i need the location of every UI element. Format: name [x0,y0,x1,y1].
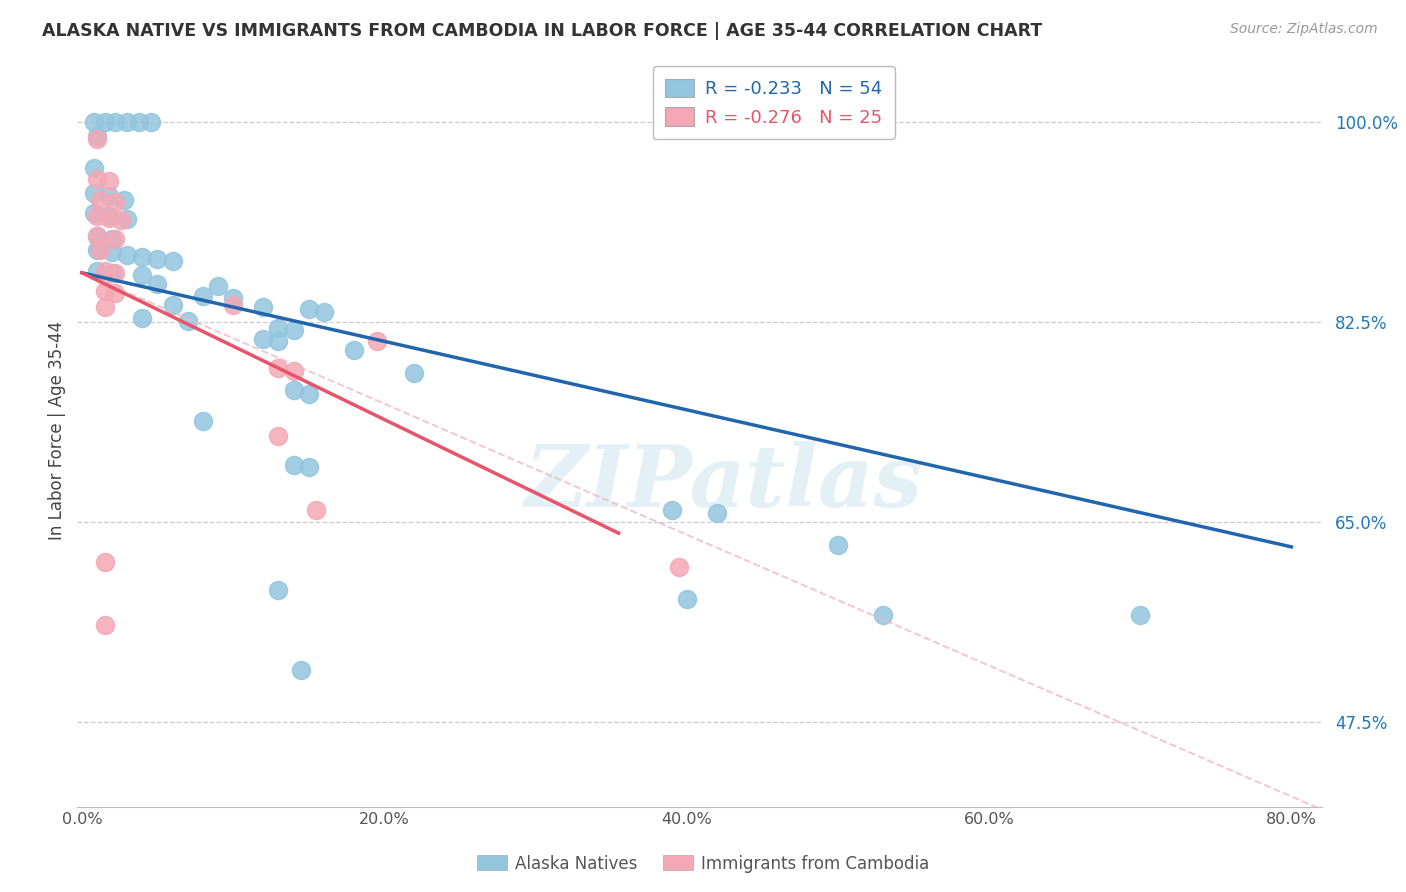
Point [83,186,105,200]
Point [93,617,115,632]
Point [312,304,335,318]
Point [191,288,214,302]
Legend: R = -0.233   N = 54, R = -0.276   N = 25: R = -0.233 N = 54, R = -0.276 N = 25 [652,66,894,139]
Point [661,503,683,517]
Point [252,300,274,314]
Point [298,459,321,474]
Point [162,298,184,312]
Legend: Alaska Natives, Immigrants from Cambodia: Alaska Natives, Immigrants from Cambodia [470,848,936,880]
Point [86,132,108,146]
Point [83,161,105,175]
Point [267,320,290,334]
Point [83,115,105,129]
Point [267,360,290,375]
Point [98,209,121,223]
Point [298,387,321,401]
Point [115,212,138,227]
Point [222,291,245,305]
Point [252,332,274,346]
Point [267,334,290,349]
Point [191,414,214,428]
Point [101,231,124,245]
Point [267,583,290,598]
Point [131,311,153,326]
Point [86,263,108,277]
Point [222,298,245,312]
Point [176,314,198,328]
Point [827,538,849,552]
Point [146,252,169,266]
Point [267,429,290,443]
Point [404,366,426,380]
Point [104,115,127,129]
Point [101,245,124,260]
Point [110,213,132,227]
Point [86,229,108,244]
Point [283,364,305,378]
Point [93,555,115,569]
Point [112,193,135,207]
Point [872,608,894,623]
Point [146,277,169,292]
Point [86,128,108,143]
Point [89,243,111,257]
Point [1129,608,1152,623]
Point [101,266,124,280]
Point [98,189,121,203]
Point [283,323,305,337]
Point [104,231,127,245]
Point [93,115,115,129]
Point [104,266,127,280]
Point [305,503,328,517]
Text: ZIPatlas: ZIPatlas [526,442,924,524]
Point [86,172,108,186]
Point [89,193,111,207]
Point [131,250,153,264]
Point [115,247,138,261]
Text: ALASKA NATIVE VS IMMIGRANTS FROM CAMBODIA IN LABOR FORCE | AGE 35-44 CORRELATION: ALASKA NATIVE VS IMMIGRANTS FROM CAMBODI… [42,22,1042,40]
Point [83,206,105,220]
Text: Source: ZipAtlas.com: Source: ZipAtlas.com [1230,22,1378,37]
Point [115,115,138,129]
Point [290,663,312,677]
Point [298,302,321,317]
Point [93,284,115,298]
Point [93,263,115,277]
Point [131,268,153,282]
Point [98,174,121,188]
Point [668,560,690,574]
Point [283,458,305,472]
Point [86,229,108,244]
Point [366,334,388,349]
Point [86,243,108,257]
Point [98,211,121,225]
Point [128,115,150,129]
Point [675,592,697,607]
Point [162,254,184,268]
Point [141,115,163,129]
Point [93,300,115,314]
Point [207,279,229,293]
Point [343,343,366,358]
Point [104,286,127,301]
Point [86,209,108,223]
Y-axis label: In Labor Force | Age 35-44: In Labor Force | Age 35-44 [48,321,66,540]
Point [706,506,728,520]
Point [104,194,127,209]
Point [283,384,305,398]
